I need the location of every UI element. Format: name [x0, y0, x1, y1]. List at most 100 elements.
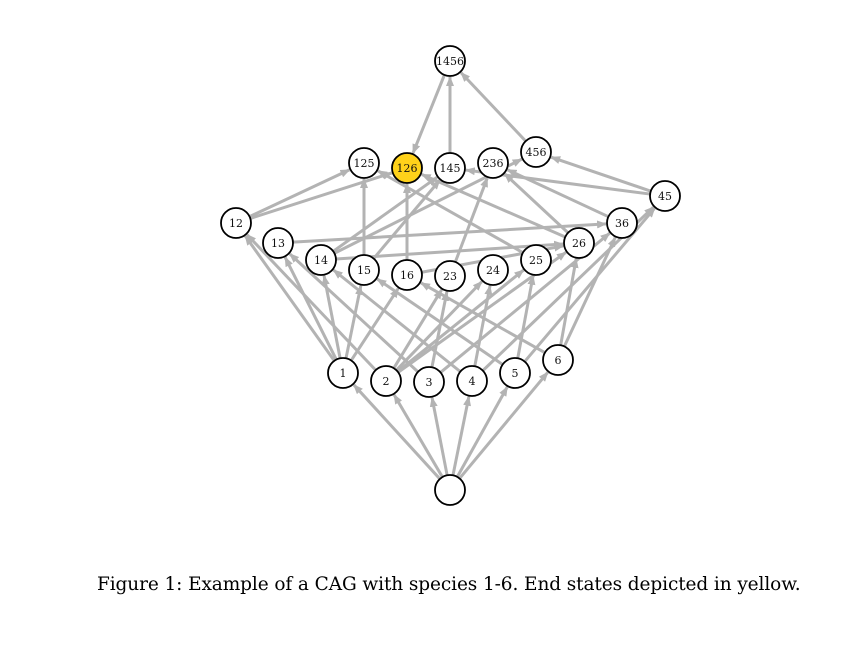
node-3: 3 [413, 366, 445, 398]
edge-6-to-26 [559, 257, 579, 346]
node-36: 36 [606, 207, 638, 239]
node-6: 6 [542, 344, 574, 376]
edge-12-to-126 [249, 171, 393, 220]
node-13: 13 [262, 227, 294, 259]
edge-1-to-13 [283, 256, 338, 361]
node-circle-12 [220, 207, 252, 239]
node-circle-root [434, 474, 466, 506]
edge-6-to-36 [562, 236, 617, 348]
node-label-6: 6 [555, 354, 562, 367]
node-label-2: 2 [383, 375, 390, 388]
node-label-23: 23 [443, 270, 457, 283]
edge-5-to-25 [516, 274, 536, 359]
edge-root-to-2 [392, 393, 444, 478]
node-145: 145 [434, 152, 466, 184]
node-label-3: 3 [426, 376, 433, 389]
node-circle-236 [477, 147, 509, 179]
node-1: 1 [327, 357, 359, 389]
node-1456: 1456 [434, 45, 466, 77]
node-label-25: 25 [529, 254, 543, 267]
node-circle-14 [305, 244, 337, 276]
node-24: 24 [477, 254, 509, 286]
node-23: 23 [434, 260, 466, 292]
node-circle-2 [370, 365, 402, 397]
edge-26-to-236 [503, 172, 570, 234]
node-circle-23 [434, 260, 466, 292]
node-label-456: 456 [526, 146, 547, 159]
node-circle-24 [477, 254, 509, 286]
node-label-125: 125 [354, 157, 375, 170]
node-14: 14 [305, 244, 337, 276]
node-12: 12 [220, 207, 252, 239]
edge-1-to-12 [244, 235, 336, 362]
node-label-236: 236 [483, 157, 504, 170]
edge-45-to-456 [550, 155, 652, 193]
edge-1-to-16 [349, 287, 400, 362]
node-circle-25 [520, 244, 552, 276]
node-circle-16 [391, 259, 423, 291]
node-label-14: 14 [314, 254, 328, 267]
edge-2-to-24 [395, 280, 483, 372]
node-26: 26 [563, 227, 595, 259]
node-25: 25 [520, 244, 552, 276]
node-circle-3 [413, 366, 445, 398]
edge-1-to-14 [321, 274, 342, 359]
node-label-16: 16 [400, 269, 414, 282]
node-circle-456 [520, 136, 552, 168]
edge-root-to-6 [458, 371, 549, 480]
node-456: 456 [520, 136, 552, 168]
edge-root-to-5 [455, 386, 509, 478]
node-125: 125 [348, 147, 380, 179]
edge-15-to-145 [372, 179, 441, 260]
figure-caption: Figure 1: Example of a CAG with species … [97, 574, 801, 595]
node-2: 2 [370, 365, 402, 397]
edge-12-to-125 [248, 168, 351, 218]
node-circle-125 [348, 147, 380, 179]
node-label-24: 24 [486, 264, 500, 277]
node-circle-26 [563, 227, 595, 259]
edge-2-to-12 [245, 233, 377, 372]
node-circle-45 [649, 180, 681, 212]
edge-root-to-4 [451, 395, 471, 476]
node-15: 15 [348, 254, 380, 286]
node-circle-15 [348, 254, 380, 286]
edge-23-to-236 [453, 177, 489, 263]
node-label-13: 13 [271, 237, 285, 250]
edge-2-to-25 [396, 268, 525, 373]
node-4: 4 [456, 365, 488, 397]
node-circle-6 [542, 344, 574, 376]
edge-3-to-23 [430, 290, 450, 368]
edge-25-to-125 [377, 169, 524, 254]
node-circle-36 [606, 207, 638, 239]
node-label-26: 26 [572, 237, 586, 250]
node-label-1456: 1456 [436, 55, 464, 68]
node-label-45: 45 [658, 190, 672, 203]
node-label-15: 15 [357, 264, 371, 277]
node-label-36: 36 [615, 217, 629, 230]
node-root [434, 474, 466, 506]
node-236: 236 [477, 147, 509, 179]
node-circle-1 [327, 357, 359, 389]
node-circle-13 [262, 227, 294, 259]
node-126: 126 [391, 152, 423, 184]
node-45: 45 [649, 180, 681, 212]
node-circle-145 [434, 152, 466, 184]
node-circle-5 [499, 357, 531, 389]
node-label-126: 126 [397, 162, 418, 175]
node-circle-1456 [434, 45, 466, 77]
node-label-145: 145 [440, 162, 461, 175]
edge-36-to-236 [506, 168, 610, 219]
node-label-1: 1 [340, 367, 347, 380]
edge-13-to-36 [292, 220, 608, 244]
node-circle-126 [391, 152, 423, 184]
edge-1-to-15 [344, 284, 363, 359]
edge-1456-to-126 [411, 74, 446, 155]
node-16: 16 [391, 259, 423, 291]
node-label-4: 4 [469, 375, 476, 388]
edge-456-to-1456 [459, 71, 527, 143]
node-circle-4 [456, 365, 488, 397]
edge-14-to-26 [335, 240, 565, 261]
node-label-12: 12 [229, 217, 243, 230]
